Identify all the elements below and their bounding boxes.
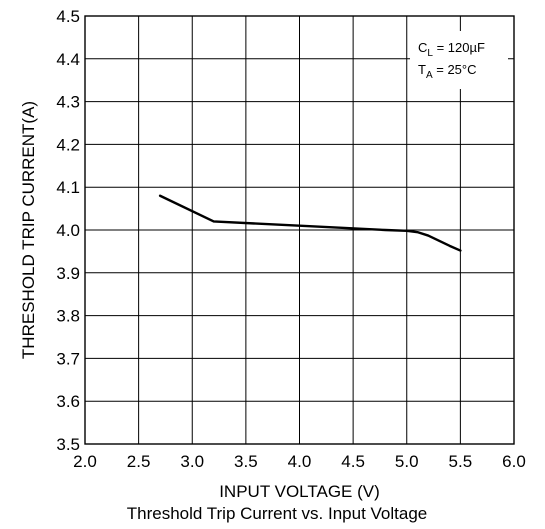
grid	[84, 15, 515, 445]
x-tick-label-2: 3.0	[180, 452, 204, 471]
annotation-0: CL = 120µF	[418, 40, 485, 59]
x-tick-label-7: 5.5	[449, 452, 473, 471]
x-tick-label-3: 3.5	[234, 452, 258, 471]
y-tick-label-1: 3.6	[56, 392, 80, 411]
y-tick-label-10: 4.5	[56, 7, 80, 26]
x-tick-label-0: 2.0	[73, 452, 97, 471]
x-tick-label-6: 5.0	[395, 452, 419, 471]
y-tick-label-2: 3.7	[56, 349, 80, 368]
chart-caption: Threshold Trip Current vs. Input Voltage	[127, 504, 428, 523]
series-line	[158, 194, 462, 252]
annotations: CL = 120µF TA = 25°C	[410, 31, 508, 89]
y-tick-label-4: 3.9	[56, 264, 80, 283]
x-axis-title: INPUT VOLTAGE (V)	[219, 482, 380, 501]
y-tick-label-9: 4.4	[56, 50, 80, 69]
x-tick-label-8: 6.0	[502, 452, 526, 471]
y-tick-label-8: 4.3	[56, 93, 80, 112]
y-tick-label-5: 4.0	[56, 221, 80, 240]
x-tick-label-5: 4.5	[341, 452, 365, 471]
x-tick-label-4: 4.0	[288, 452, 312, 471]
plot-frame	[84, 15, 515, 445]
y-tick-label-3: 3.8	[56, 307, 80, 326]
y-tick-label-0: 3.5	[56, 435, 80, 454]
x-tick-label-1: 2.5	[127, 452, 151, 471]
y-tick-labels: 3.5 3.6 3.7 3.8 3.9 4.0 4.1 4.2 4.3 4.4 4.5	[56, 7, 80, 454]
y-tick-label-7: 4.2	[56, 135, 80, 154]
y-axis-title: THRESHOLD TRIP CURRENT(A)	[19, 101, 38, 359]
x-tick-labels: 2.0 2.5 3.0 3.5 4.0 4.5 5.0 5.5 6.0	[73, 452, 526, 471]
annotation-1: TA = 25°C	[418, 62, 477, 81]
annotation-background	[410, 31, 508, 89]
y-tick-label-6: 4.1	[56, 178, 80, 197]
